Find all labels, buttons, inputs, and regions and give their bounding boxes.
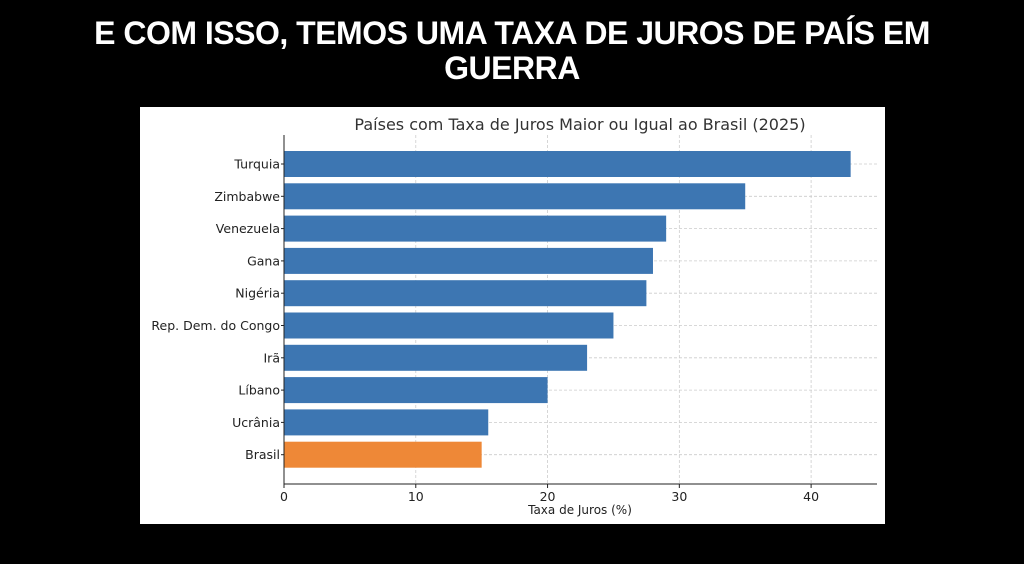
y-tick-label: Ucrânia: [232, 415, 280, 430]
bar-nig-ria: [284, 280, 647, 307]
bar-chart: Países com Taxa de Juros Maior ou Igual …: [151, 115, 877, 517]
y-tick-label: Líbano: [238, 383, 280, 398]
bar-l-bano: [284, 377, 548, 404]
x-axis-label: Taxa de Juros (%): [527, 503, 632, 517]
slide-title-line-1: E COM ISSO, TEMOS UMA TAXA DE JUROS DE P…: [94, 15, 930, 51]
slide-title: E COM ISSO, TEMOS UMA TAXA DE JUROS DE P…: [0, 16, 1024, 86]
bar-ucr-nia: [284, 409, 489, 436]
y-tick-label: Turquia: [233, 157, 280, 172]
x-tick-label: 40: [803, 489, 819, 504]
chart-card: Países com Taxa de Juros Maior ou Igual …: [140, 107, 885, 524]
bar-turquia: [284, 151, 851, 177]
y-tick-label: Rep. Dem. do Congo: [151, 318, 280, 333]
x-tick-label: 20: [540, 489, 556, 504]
axes: Turquia Zimbabwe Venezuela Gana Nigéria Rep. …: [151, 135, 877, 504]
y-tick-label: Zimbabwe: [214, 189, 280, 204]
bars: [284, 151, 851, 468]
y-tick-label: Irã: [264, 350, 281, 365]
x-tick-label: 10: [408, 489, 424, 504]
bar-rep-dem-do-congo: [284, 312, 614, 339]
bar-zimbabwe: [284, 183, 746, 210]
x-tick-label: 30: [671, 489, 687, 504]
y-tick-label: Venezuela: [216, 221, 280, 236]
chart-title: Países com Taxa de Juros Maior ou Igual …: [354, 115, 805, 134]
bar-ir-: [284, 344, 588, 371]
x-tick-label: 0: [280, 489, 288, 504]
bar-venezuela: [284, 215, 667, 242]
y-tick-label: Brasil: [245, 447, 280, 462]
bar-gana: [284, 247, 653, 274]
y-tick-label: Nigéria: [235, 286, 280, 301]
bar-brasil: [284, 441, 482, 468]
y-tick-label: Gana: [247, 253, 280, 268]
slide-title-line-2: GUERRA: [444, 50, 580, 86]
